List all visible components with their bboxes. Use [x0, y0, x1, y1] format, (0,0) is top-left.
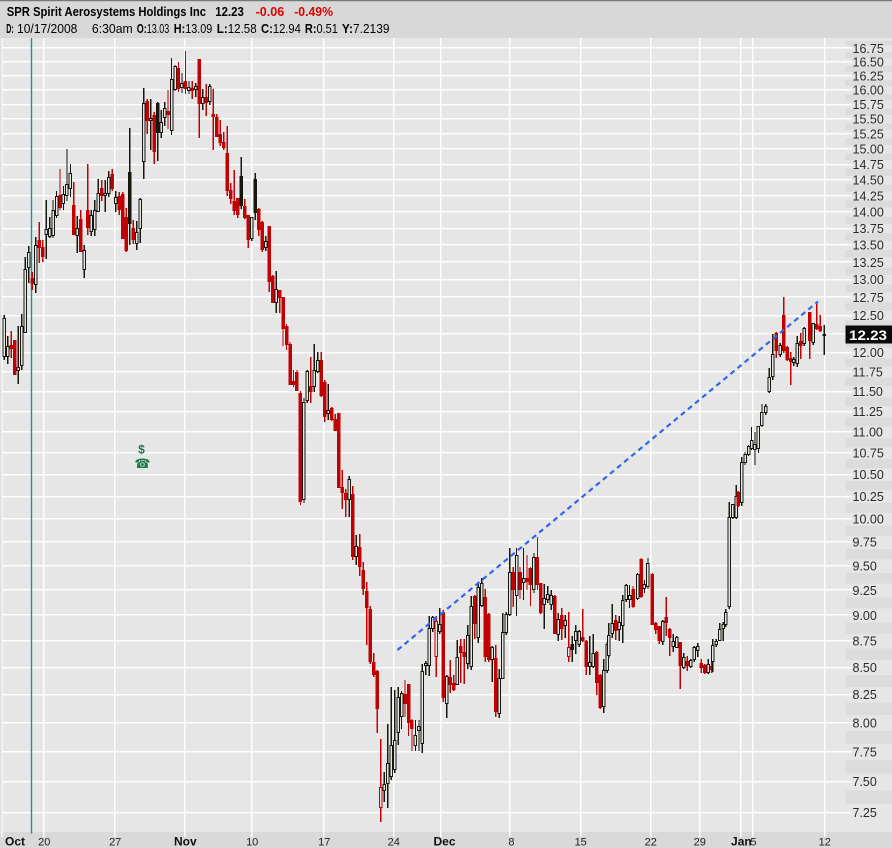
- svg-text:D:: D:: [6, 21, 13, 36]
- svg-text:☎: ☎: [134, 456, 150, 471]
- svg-text:13.25: 13.25: [853, 256, 884, 270]
- svg-text:5: 5: [750, 837, 756, 848]
- svg-text:16.50: 16.50: [853, 56, 884, 70]
- svg-text:16.00: 16.00: [853, 84, 884, 98]
- svg-text:14.00: 14.00: [853, 206, 884, 220]
- svg-text:Y:7.2139: Y:7.2139: [342, 21, 390, 36]
- svg-text:6:30am: 6:30am: [92, 21, 133, 36]
- svg-text:10.25: 10.25: [853, 490, 884, 504]
- svg-text:Jan: Jan: [731, 835, 752, 848]
- svg-text:C:12.94: C:12.94: [261, 21, 301, 36]
- svg-text:Dec: Dec: [433, 835, 455, 848]
- svg-text:12.00: 12.00: [853, 346, 884, 360]
- svg-text:Nov: Nov: [174, 835, 197, 848]
- svg-text:15.25: 15.25: [853, 128, 884, 142]
- svg-text:11.75: 11.75: [853, 365, 883, 379]
- svg-text:Oct: Oct: [5, 835, 25, 848]
- svg-text:7.50: 7.50: [853, 775, 877, 789]
- svg-text:10.00: 10.00: [853, 513, 884, 527]
- svg-text:14.25: 14.25: [853, 189, 884, 203]
- svg-text:16.25: 16.25: [853, 70, 884, 84]
- svg-text:L:12.58: L:12.58: [217, 21, 257, 36]
- svg-text:22: 22: [645, 837, 657, 848]
- svg-text:14.50: 14.50: [853, 174, 884, 188]
- svg-text:12.75: 12.75: [853, 291, 884, 305]
- svg-text:12.50: 12.50: [853, 309, 884, 323]
- svg-text:29: 29: [694, 837, 706, 848]
- svg-text:15.50: 15.50: [853, 113, 884, 127]
- svg-text:11.25: 11.25: [853, 405, 883, 419]
- svg-text:11.00: 11.00: [853, 426, 883, 440]
- svg-text:8: 8: [508, 837, 514, 848]
- svg-text:12.23: 12.23: [849, 327, 887, 343]
- svg-text:7.75: 7.75: [853, 745, 877, 759]
- svg-text:-0.49%: -0.49%: [294, 5, 333, 19]
- svg-text:9.75: 9.75: [853, 536, 877, 550]
- svg-text:13.00: 13.00: [853, 273, 884, 287]
- svg-text:9.50: 9.50: [853, 559, 877, 573]
- svg-text:13.75: 13.75: [853, 222, 884, 236]
- svg-text:9.25: 9.25: [853, 584, 877, 598]
- svg-text:12.23: 12.23: [215, 5, 244, 19]
- svg-text:10: 10: [246, 837, 258, 848]
- svg-text:15: 15: [575, 837, 587, 848]
- svg-text:8.50: 8.50: [853, 661, 877, 675]
- svg-text:10.75: 10.75: [853, 447, 884, 461]
- svg-text:24: 24: [388, 837, 400, 848]
- svg-text:$: $: [138, 443, 145, 457]
- svg-text:10.50: 10.50: [853, 468, 884, 482]
- svg-text:-0.06: -0.06: [256, 5, 285, 19]
- svg-text:17: 17: [318, 837, 330, 848]
- svg-text:12: 12: [819, 837, 831, 848]
- svg-text:7.25: 7.25: [853, 806, 877, 820]
- svg-text:10/17/2008: 10/17/2008: [17, 21, 77, 36]
- svg-text:R:0.51: R:0.51: [305, 21, 338, 36]
- svg-text:13.50: 13.50: [853, 239, 884, 253]
- svg-text:27: 27: [109, 837, 121, 848]
- svg-text:16.75: 16.75: [853, 42, 884, 56]
- svg-text:O:13.03: O:13.03: [137, 21, 170, 36]
- svg-text:8.75: 8.75: [853, 635, 877, 649]
- svg-text:8.25: 8.25: [853, 688, 877, 702]
- svg-text:15.75: 15.75: [853, 98, 884, 112]
- svg-text:14.75: 14.75: [853, 158, 884, 172]
- svg-text:H:13.09: H:13.09: [174, 21, 213, 36]
- svg-text:8.00: 8.00: [853, 716, 877, 730]
- svg-text:11.50: 11.50: [853, 385, 883, 399]
- svg-text:9.00: 9.00: [853, 609, 877, 623]
- svg-text:15.00: 15.00: [853, 143, 884, 157]
- svg-text:20: 20: [38, 837, 50, 848]
- svg-text:SPR Spirit Aerosystems Holding: SPR Spirit Aerosystems Holdings Inc: [7, 5, 206, 19]
